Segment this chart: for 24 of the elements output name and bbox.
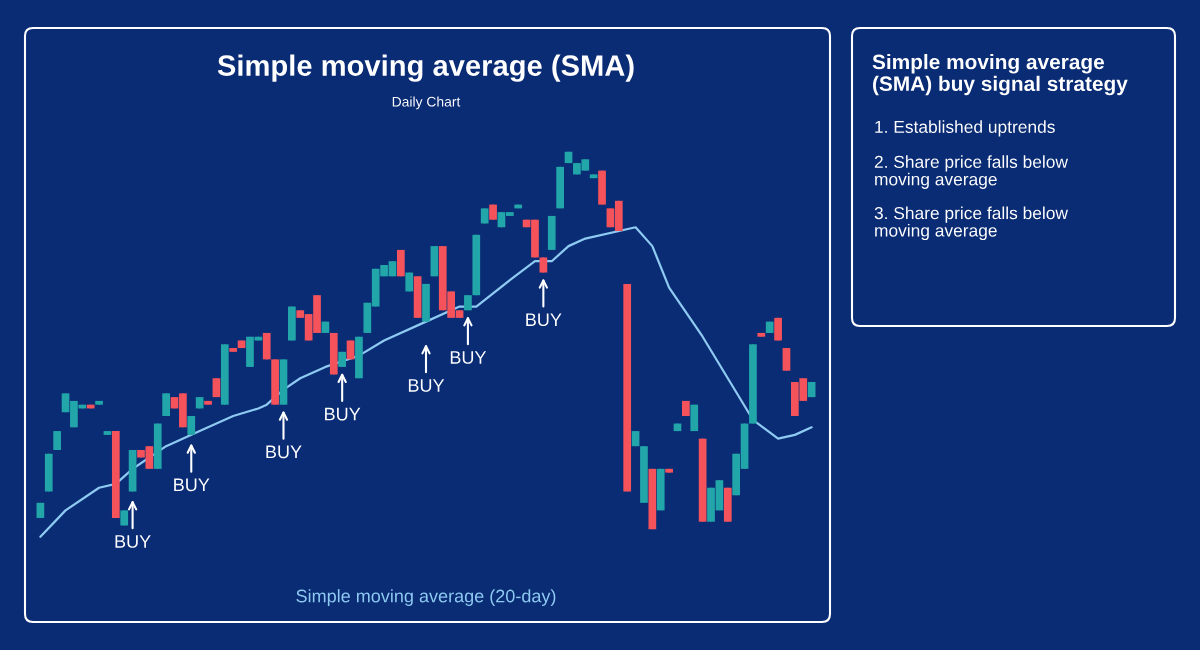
candlestick xyxy=(648,468,657,530)
annotation: BUY xyxy=(266,445,302,459)
chart-subtitle: Daily Chart xyxy=(392,96,461,110)
text: BUY xyxy=(115,535,151,548)
text: 2. Share price falls below moving average xyxy=(874,155,1069,189)
candlestick xyxy=(355,336,363,379)
text: Simple moving average (SMA) buy signal strategy xyxy=(872,54,1128,96)
annotation: BUY xyxy=(450,351,487,364)
candlestick xyxy=(153,422,162,470)
candlestick xyxy=(723,487,732,523)
annotation: BUY xyxy=(408,379,445,392)
text: Simple moving average (20-day) xyxy=(296,589,556,606)
candlestick xyxy=(329,332,338,376)
annotation: BUY xyxy=(325,407,361,421)
text: 3. Share price falls below moving average xyxy=(874,206,1069,241)
annotation: BUY xyxy=(526,313,562,327)
annotation: BUY xyxy=(174,478,210,492)
candlestick xyxy=(656,468,665,512)
candlestick xyxy=(472,234,481,296)
candlestick xyxy=(547,215,556,251)
candlestick xyxy=(187,415,196,436)
chart-title: Simple moving average (SMA) xyxy=(217,54,634,82)
text: 1. Established uptrends xyxy=(875,120,1055,137)
candlestick xyxy=(44,453,53,493)
